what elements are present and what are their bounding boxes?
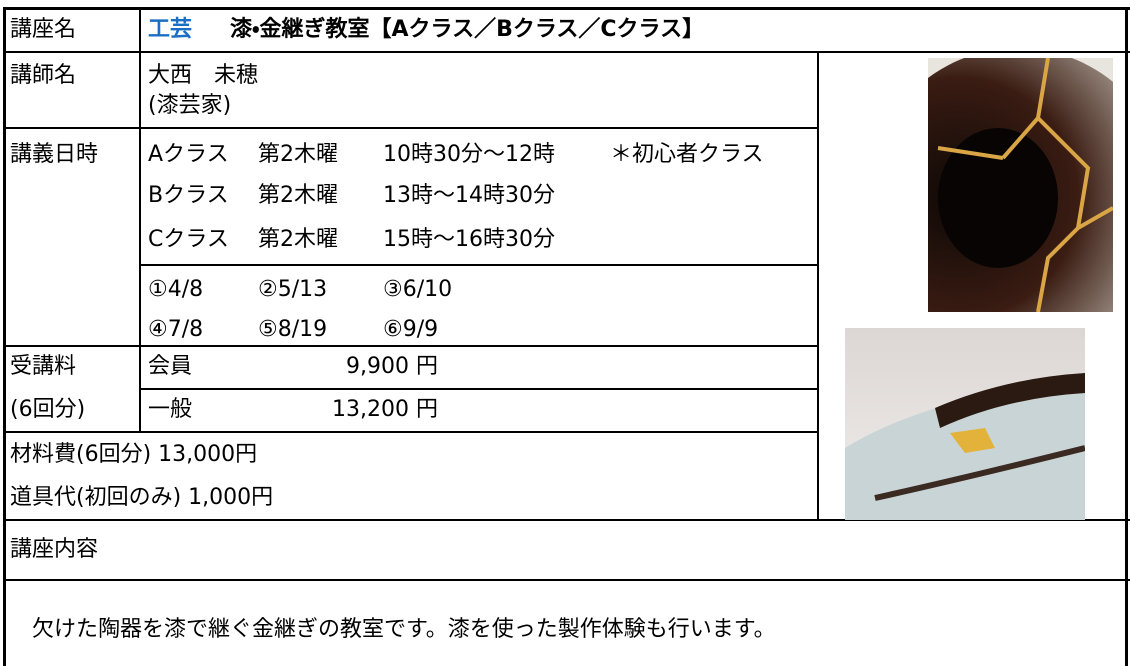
schedule-cell: 15時～16時30分 <box>383 227 555 252</box>
rule <box>3 7 1130 10</box>
photo <box>928 58 1113 312</box>
schedule-cell: Cクラス <box>148 227 229 252</box>
date: ①4/8 <box>148 277 204 302</box>
date: ③6/10 <box>383 277 453 302</box>
photo <box>845 328 1085 520</box>
schedule-cell: 第2木曜 <box>258 227 338 252</box>
label: 講座名 <box>10 17 77 42</box>
rule <box>3 431 818 433</box>
label: (6回分) <box>10 397 86 422</box>
schedule-cell: ＊初心者クラス <box>610 142 764 167</box>
label: 講座内容 <box>10 537 99 562</box>
label: 講義日時 <box>10 142 99 167</box>
rule <box>3 345 818 347</box>
rule <box>139 264 818 266</box>
instructor-name: 大西 未穂 <box>148 63 259 88</box>
date: ⑥9/9 <box>383 317 439 342</box>
rule <box>817 51 819 521</box>
date: ⑤8/19 <box>258 317 328 342</box>
content-text: 欠けた陶器を漆で継ぐ金継ぎの教室です。漆を使った製作体験も行います。 <box>32 617 776 642</box>
member-type: 会員 <box>148 354 193 379</box>
category: 工芸 <box>148 17 193 42</box>
schedule-cell: Bクラス <box>148 183 229 208</box>
course-title: 漆・金継ぎ教室【Aクラス／Bクラス／Cクラス】 <box>230 17 705 42</box>
rule <box>3 51 1130 53</box>
label: 講師名 <box>10 63 77 88</box>
schedule-cell: 10時30分～12時 <box>383 142 555 167</box>
label: 受講料 <box>10 354 77 379</box>
rule <box>139 7 141 433</box>
member-type: 一般 <box>148 397 193 422</box>
rule <box>3 579 1130 581</box>
rule <box>3 127 818 129</box>
rule <box>3 519 1130 521</box>
date: ④7/8 <box>148 317 204 342</box>
fee: 9,900 円 <box>346 354 438 379</box>
tools: 道具代(初回のみ) 1,000円 <box>10 485 274 510</box>
schedule-cell: 第2木曜 <box>258 183 338 208</box>
materials: 材料費(6回分) 13,000円 <box>10 442 258 467</box>
fee: 13,200 円 <box>332 397 438 422</box>
rule <box>3 7 6 666</box>
schedule-cell: 第2木曜 <box>258 142 338 167</box>
instructor-role: (漆芸家) <box>148 93 232 118</box>
schedule-cell: 13時～14時30分 <box>383 183 555 208</box>
schedule-cell: Aクラス <box>148 142 229 167</box>
rule <box>139 388 818 390</box>
date: ②5/13 <box>258 277 328 302</box>
rule <box>1125 7 1128 666</box>
